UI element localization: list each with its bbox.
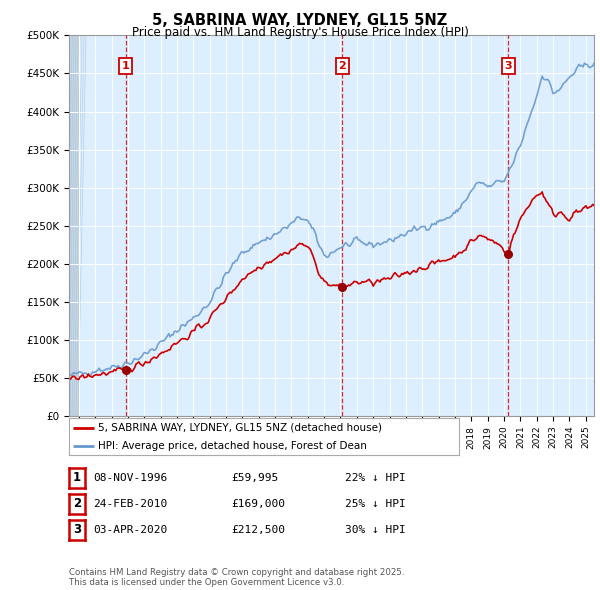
Text: 5, SABRINA WAY, LYDNEY, GL15 5NZ: 5, SABRINA WAY, LYDNEY, GL15 5NZ [152,13,448,28]
Text: 1: 1 [73,471,81,484]
Text: HPI: Average price, detached house, Forest of Dean: HPI: Average price, detached house, Fore… [98,441,367,451]
Text: £212,500: £212,500 [231,525,285,535]
Text: 3: 3 [73,523,81,536]
Text: 2: 2 [73,497,81,510]
Text: 3: 3 [505,61,512,71]
Text: 22% ↓ HPI: 22% ↓ HPI [345,473,406,483]
Text: 08-NOV-1996: 08-NOV-1996 [93,473,167,483]
Text: 25% ↓ HPI: 25% ↓ HPI [345,499,406,509]
Text: 03-APR-2020: 03-APR-2020 [93,525,167,535]
Text: Contains HM Land Registry data © Crown copyright and database right 2025.
This d: Contains HM Land Registry data © Crown c… [69,568,404,587]
Text: 5, SABRINA WAY, LYDNEY, GL15 5NZ (detached house): 5, SABRINA WAY, LYDNEY, GL15 5NZ (detach… [98,422,382,432]
Text: 24-FEB-2010: 24-FEB-2010 [93,499,167,509]
Text: £59,995: £59,995 [231,473,278,483]
Text: 2: 2 [338,61,346,71]
Text: 30% ↓ HPI: 30% ↓ HPI [345,525,406,535]
Text: £169,000: £169,000 [231,499,285,509]
Bar [69,35,79,416]
Text: 1: 1 [122,61,130,71]
Text: Price paid vs. HM Land Registry's House Price Index (HPI): Price paid vs. HM Land Registry's House … [131,26,469,39]
